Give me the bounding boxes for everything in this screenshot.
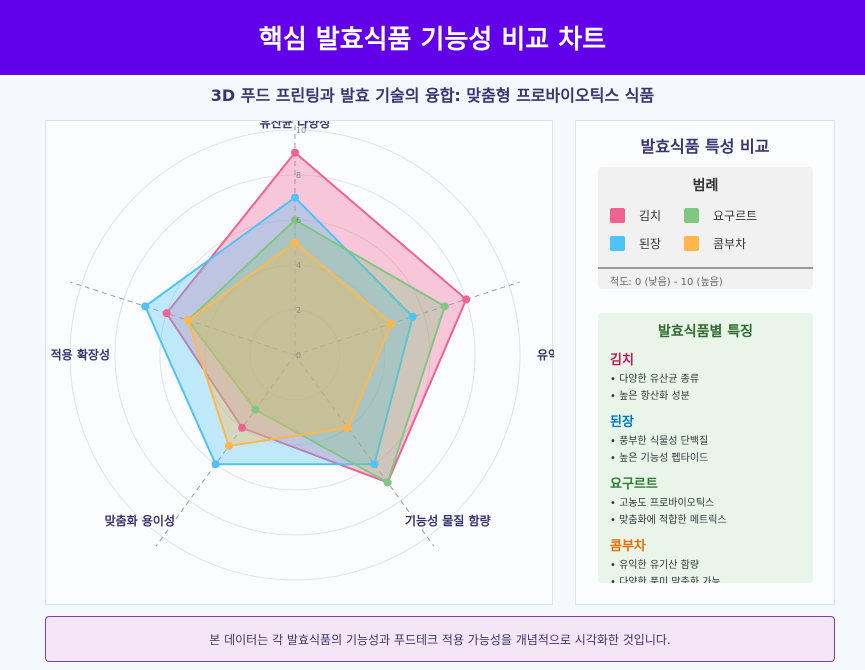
feature-line: • 고농도 프로바이오틱스: [610, 498, 715, 509]
legend-item-kombucha[interactable]: 콤부차: [684, 235, 746, 252]
feature-doenjang: 된장 • 풍부한 식물성 단백질 • 높은 기능성 펩타이드: [610, 411, 805, 467]
legend-swatch: [610, 208, 625, 223]
tick-label: 4: [296, 261, 301, 270]
feature-line: • 유익한 유기산 함량: [610, 560, 700, 571]
legend-divider: [598, 267, 813, 269]
chart-subtitle: 3D 푸드 프린팅과 발효 기술의 융합: 맞춤형 프로바이오틱스 식품: [210, 86, 655, 105]
feature-name: 된장: [610, 415, 634, 430]
tick-label: 2: [296, 306, 301, 315]
axis-label: 유익균 생존율: [537, 347, 554, 362]
legend-label: 콤부차: [713, 237, 747, 251]
legend-item-kimchi[interactable]: 김치: [610, 207, 661, 224]
axis-label: 기술 적용 확장성: [46, 347, 110, 362]
feature-line: • 높은 기능성 펩타이드: [610, 453, 709, 464]
feature-kimchi: 김치 • 다양한 유산균 종류 • 높은 항산화 성분: [610, 349, 805, 405]
legend-swatch: [684, 236, 699, 251]
feature-yogurt: 요구르트 • 고농도 프로바이오틱스 • 맞춤화에 적합한 메트릭스: [610, 473, 805, 529]
disclaimer-note: 본 데이터는 각 발효식품의 기능성과 푸드테크 적용 가능성을 개념적으로 시…: [45, 616, 835, 662]
data-point: [238, 423, 247, 432]
features-title: 발효식품별 특징: [657, 324, 754, 340]
data-point: [343, 423, 352, 432]
data-point: [408, 312, 417, 321]
data-point: [291, 193, 299, 202]
features-box: 발효식품별 특징 김치 • 다양한 유산균 종류 • 높은 항산화 성분 된장 …: [598, 313, 813, 583]
data-point: [184, 316, 193, 325]
data-point: [162, 309, 171, 318]
tick-label: 10: [296, 126, 306, 135]
scale-note: 척도: 0 (낮음) - 10 (높음): [610, 277, 723, 288]
axis-label: 유산균 다양성: [260, 121, 330, 130]
axis-label: 기능성 물질 함량: [405, 513, 491, 528]
axis-line: [294, 354, 435, 547]
data-point: [440, 302, 449, 311]
series-area: [186, 218, 446, 484]
legend-swatch: [684, 208, 699, 223]
disclaimer-text: 본 데이터는 각 발효식품의 기능성과 푸드테크 적용 가능성을 개념적으로 시…: [209, 632, 671, 647]
legend-label: 요구르트: [713, 209, 758, 223]
tick-label: 6: [296, 216, 301, 225]
legend: 범례 김치 요구르트 된장 콤부차 척도: 0 (낮음) - 10 (높음): [598, 167, 813, 289]
axis-line: [155, 354, 296, 547]
feature-line: • 맞춤화에 적합한 메트릭스: [610, 515, 727, 526]
feature-kombucha: 콤부차 • 유익한 유기산 함량 • 다양한 풍미 맞춤화 가능: [610, 535, 805, 583]
data-point: [211, 460, 220, 469]
legend-item-yogurt[interactable]: 요구르트: [684, 207, 757, 224]
page-header: 핵심 발효식품 기능성 비교 차트: [0, 0, 865, 75]
feature-line: • 높은 항산화 성분: [610, 391, 690, 402]
feature-line: • 다양한 유산균 종류: [610, 374, 700, 385]
feature-line: • 풍부한 식물성 단백질: [610, 436, 709, 447]
feature-name: 콤부차: [610, 539, 646, 554]
legend-title: 범례: [692, 178, 719, 194]
feature-line: • 다양한 풍미 맞춤화 가능: [610, 577, 721, 583]
tick-label: 8: [296, 171, 301, 180]
axis-label: 맞춤화 용이성: [105, 513, 175, 528]
data-point: [291, 238, 299, 247]
tick-label: 0: [296, 351, 301, 360]
page-title: 핵심 발효식품 기능성 비교 차트: [258, 25, 607, 55]
data-point: [370, 460, 379, 469]
feature-name: 요구르트: [610, 477, 658, 492]
legend-swatch: [610, 236, 625, 251]
feature-name: 김치: [610, 353, 634, 368]
axis-line: [294, 281, 520, 356]
data-point: [387, 319, 396, 328]
axis-line: [70, 281, 296, 356]
data-point: [291, 148, 299, 157]
series-area: [186, 241, 393, 448]
comparison-panel: 발효식품 특성 비교 범례 김치 요구르트 된장 콤부차 척도: 0 (낮음) …: [575, 120, 835, 605]
data-point: [224, 442, 233, 451]
legend-label: 김치: [639, 209, 662, 223]
data-point: [251, 405, 260, 414]
comparison-panel-title: 발효식품 특성 비교: [640, 137, 770, 156]
legend-label: 된장: [639, 237, 662, 251]
data-point: [462, 295, 471, 304]
data-point: [383, 478, 392, 487]
data-point: [141, 302, 150, 311]
legend-item-doenjang[interactable]: 된장: [610, 235, 661, 252]
data-point: [291, 216, 299, 224]
